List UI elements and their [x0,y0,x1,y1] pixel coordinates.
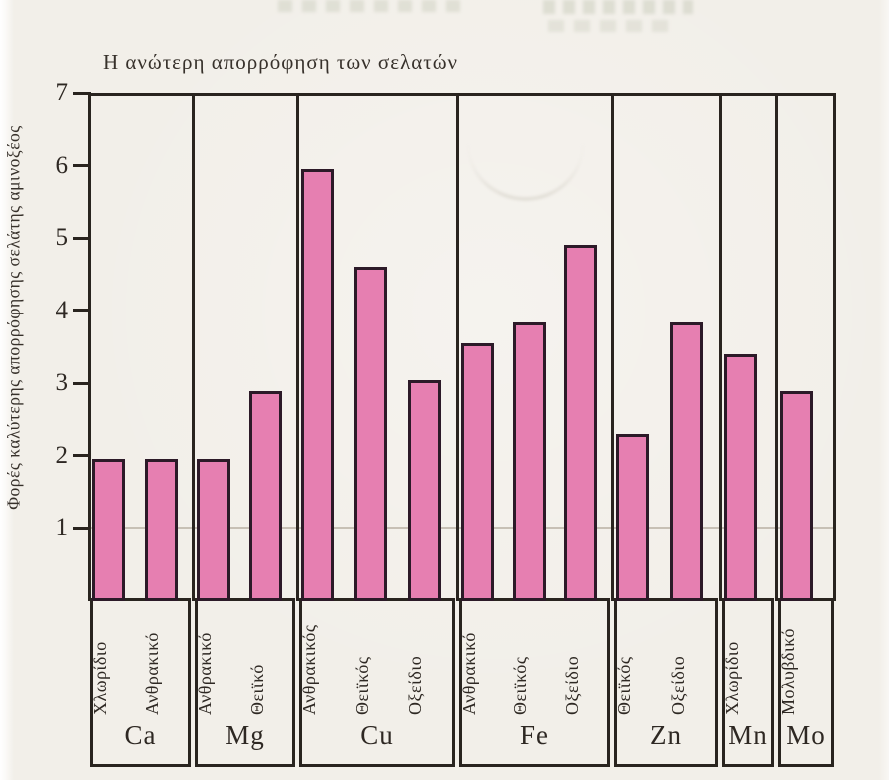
plot-right-border [833,93,836,601]
bar-salt-label: Θειϊκό [246,664,267,715]
y-tick-label: 1 [55,514,69,542]
y-axis-title: Φορές καλύτερης απορρόφησης σελάτης αμιν… [3,125,24,510]
element-label: Zn [650,720,682,750]
bar [354,267,388,601]
y-tick-mark [73,526,91,530]
bar [780,390,813,601]
y-axis-line [88,93,91,601]
y-tick-label: 7 [55,79,69,106]
element-label: Mn [728,720,768,750]
bar [724,354,757,601]
bar [670,321,703,601]
element-label: Mg [225,720,265,750]
element-label: Fe [520,720,549,750]
y-tick-label: 3 [55,369,69,397]
bar [461,343,494,601]
bar-salt-label: Θειϊκός [613,656,634,715]
y-tick-label: 4 [55,296,69,324]
y-tick-mark [73,454,91,458]
y-tick-label: 6 [55,151,69,179]
x-group-box [195,598,295,767]
bar-salt-label: Οξείδιο [405,655,426,715]
y-tick-mark [73,309,91,313]
y-tick-mark [73,91,91,95]
bar-salt-label: Θειϊκός [351,656,372,715]
bar [144,459,178,601]
x-group-box [614,598,718,767]
bar-salt-label: Ανθρακικό [194,632,215,715]
bar [197,459,230,601]
y-tick-mark [73,381,91,385]
bar-salt-label: Οξείδιο [667,655,688,715]
plot-top-border [88,93,836,96]
bar [616,434,649,601]
group-separator-line [774,93,778,601]
element-label: Cu [360,720,394,750]
group-separator-line [718,93,722,601]
chart-title: Η ανώτερη απορρόφηση των σελατών [103,50,459,74]
bar-salt-label: Ανθρακικό [142,632,162,715]
bar [301,169,334,601]
bar [512,321,546,601]
bar-salt-label: Μολυβδικό [777,628,798,715]
bar-salt-label: Χλωρίδιο [89,641,110,715]
y-tick-label: 5 [55,224,69,252]
bar [564,245,598,601]
bar [92,459,125,601]
bar-salt-label: Ανθρακικό [458,632,479,715]
bar [249,390,282,601]
bar-salt-label: Οξείδιο [561,655,582,715]
group-separator-line [295,93,299,601]
y-tick-mark [73,236,91,240]
y-tick-label: 2 [55,441,69,469]
x-group-box [90,598,191,767]
group-separator-line [455,93,459,601]
group-separator-line [191,93,195,601]
element-label: Mo [786,720,826,750]
bar-salt-label: Ανθρακικός [298,624,319,715]
group-separator-line [610,93,614,601]
y-tick-mark [73,164,91,168]
element-label: Ca [124,720,157,750]
bar [407,379,441,601]
bar-salt-label: Θειϊκός [510,656,531,715]
bar-salt-label: Χλωρίδιο [721,641,742,715]
